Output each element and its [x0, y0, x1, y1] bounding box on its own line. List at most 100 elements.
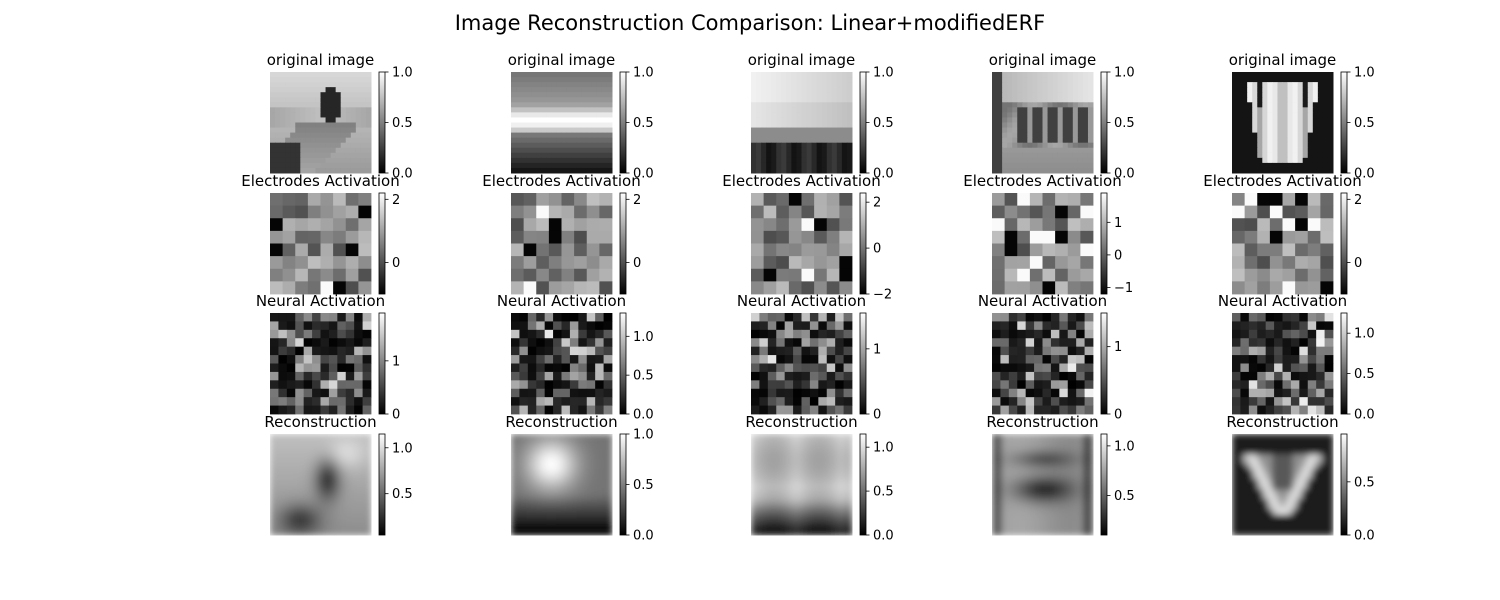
original-image-pixel [1322, 112, 1329, 118]
original-image-pixel [340, 142, 347, 149]
reconstruction-pixel [290, 494, 296, 501]
original-image-pixel [1037, 92, 1043, 98]
original-image-pixel [816, 82, 823, 88]
reconstruction-pixel [521, 499, 527, 506]
original-image-pixel [1267, 152, 1273, 159]
reconstruction-pixel [761, 439, 767, 445]
reconstruction-pixel [992, 519, 998, 526]
electrodes-activation-pixel [763, 205, 777, 219]
original-image-pixel [781, 167, 787, 174]
reconstruction-pixel [556, 449, 562, 455]
reconstruction-pixel [275, 459, 281, 465]
reconstruction-pixel [561, 479, 568, 485]
neural-activation-pixel [1290, 397, 1300, 406]
original-image-pixel [330, 157, 337, 164]
neural-activation-pixel [759, 313, 769, 322]
reconstruction-pixel [811, 459, 818, 465]
reconstruction-pixel [566, 479, 573, 485]
original-image-pixel [591, 142, 598, 149]
reconstruction-pixel [315, 479, 321, 485]
original-image-pixel [1272, 127, 1278, 134]
original-image-pixel [1267, 127, 1273, 134]
reconstruction-pixel [836, 469, 843, 475]
original-image-pixel [591, 147, 598, 154]
reconstruction-pixel [761, 509, 767, 516]
original-image-pixel [1062, 82, 1069, 88]
reconstruction-pixel [516, 499, 522, 506]
reconstruction-pixel [300, 509, 306, 516]
original-image-pixel [1042, 122, 1049, 129]
reconstruction-pixel [541, 529, 547, 536]
original-image-colorbar-tick-label: 0.5 [633, 116, 654, 131]
reconstruction-pixel [1052, 469, 1059, 475]
original-image-pixel [992, 92, 998, 98]
reconstruction-pixel [531, 479, 537, 485]
reconstruction-pixel [335, 519, 342, 526]
reconstruction-pixel [1037, 449, 1043, 455]
neural-activation-pixel [1282, 321, 1292, 331]
reconstruction-pixel [275, 454, 281, 460]
original-image-pixel [586, 117, 593, 123]
original-image-pixel [541, 72, 547, 78]
neural-activation-pixel [603, 355, 613, 364]
reconstruction-pixel [275, 489, 281, 496]
original-image-pixel [1007, 117, 1013, 123]
reconstruction-pixel [1077, 449, 1084, 455]
original-image-pixel [821, 137, 828, 144]
original-image-pixel [511, 82, 517, 88]
electrodes-activation-pixel [295, 205, 309, 219]
original-image-pixel [756, 122, 762, 129]
reconstruction-pixel [300, 439, 306, 445]
neural-activation-pixel [603, 313, 613, 322]
reconstruction-pixel [1077, 484, 1084, 491]
original-image-pixel [821, 97, 828, 103]
original-image-pixel [756, 87, 762, 93]
reconstruction-pixel [751, 449, 757, 455]
original-image-pixel [1282, 127, 1289, 134]
original-image-pixel [836, 132, 843, 139]
electrodes-activation-pixel [333, 268, 347, 282]
original-image-pixel [516, 72, 522, 78]
neural-activation-pixel [751, 388, 760, 398]
original-image-pixel [1302, 112, 1309, 118]
neural-activation-pixel [303, 363, 313, 373]
reconstruction-pixel [310, 519, 316, 526]
reconstruction-pixel [796, 464, 802, 470]
original-image-pixel [551, 137, 557, 144]
original-image-pixel [556, 152, 562, 159]
reconstruction-pixel [771, 439, 777, 445]
original-image-pixel [1042, 157, 1049, 164]
reconstruction-pixel [360, 434, 367, 440]
original-image-pixel [1032, 157, 1038, 164]
original-image-pixel [821, 147, 828, 154]
neural-activation-pixel [1290, 380, 1300, 390]
original-image-pixel [521, 127, 527, 134]
reconstruction-pixel [290, 449, 296, 455]
original-image-pixel [536, 162, 542, 169]
original-image-pixel [571, 77, 578, 83]
electrodes-activation-pixel [826, 243, 840, 257]
original-image-pixel [561, 92, 568, 98]
reconstruction-pixel [1262, 459, 1268, 465]
neural-activation-pixel [553, 380, 562, 390]
reconstruction-pixel [846, 519, 853, 526]
original-image-pixel [1247, 157, 1253, 164]
reconstruction-pixel [1017, 474, 1023, 480]
reconstruction-pixel [280, 494, 286, 501]
reconstruction-pixel [816, 434, 823, 440]
figure-title: Image Reconstruction Comparison: Linear+… [455, 11, 1046, 35]
neural-activation-pixel [1025, 363, 1035, 373]
original-image-pixel [1012, 97, 1018, 103]
reconstruction-pixel [1062, 439, 1069, 445]
original-image-pixel [566, 97, 573, 103]
reconstruction-pixel [1062, 449, 1069, 455]
neural-activation-pixel [1059, 329, 1069, 339]
reconstruction-pixel [1072, 524, 1079, 531]
original-image-pixel [526, 117, 532, 123]
original-image-pixel [325, 87, 332, 93]
original-image-pixel [766, 87, 772, 93]
original-image-pixel [315, 112, 321, 118]
original-image-pixel [1007, 77, 1013, 83]
electrodes-activation-pixel [839, 256, 853, 270]
original-image-pixel [781, 137, 787, 144]
